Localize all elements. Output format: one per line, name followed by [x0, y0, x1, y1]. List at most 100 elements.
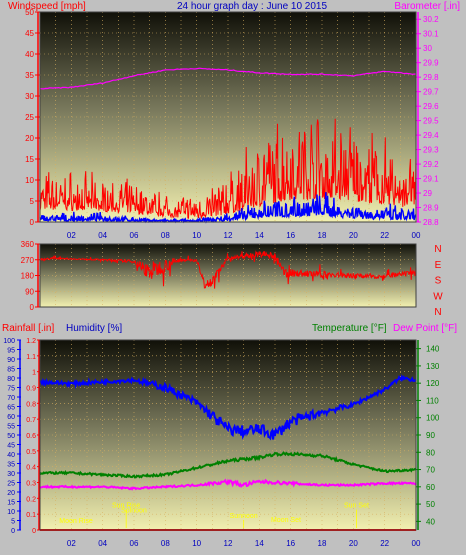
direction-degree-tick-label: 0: [30, 303, 35, 312]
wind-speed-tick-label: 0: [30, 218, 35, 227]
wind-speed-tick-label: 40: [25, 50, 34, 59]
wind-speed-tick-label: 5: [30, 197, 35, 206]
humidity-tick-label: 20: [7, 490, 15, 497]
time-tick-label: 08: [161, 231, 170, 240]
windspeed-line: [39, 118, 417, 220]
wind-speed-tick-label: 25: [25, 113, 34, 122]
barometer-tick-label: 30: [423, 44, 432, 53]
time-tick-label: 14: [255, 231, 264, 240]
barometer-tick-label: 29.3: [423, 146, 439, 155]
temperature-line: [39, 451, 417, 479]
humidity-tick-label: 55: [7, 424, 15, 431]
time-tick-label: 16: [286, 539, 295, 548]
astro-label: Sunnoon: [230, 513, 258, 520]
barometer-tick-label: 29.8: [423, 73, 439, 82]
barometer-axis-title: Barometer [.in]: [394, 1, 460, 12]
temperature-tick-label: 70: [426, 466, 435, 475]
humidity-tick-label: 95: [7, 348, 15, 355]
time-tick-label: 22: [380, 231, 389, 240]
rainfall-tick-label: 0.4: [26, 465, 36, 472]
barometer-tick-label: 28.9: [423, 204, 439, 213]
compass-tick-label: S: [435, 276, 442, 287]
time-tick-label: 06: [130, 539, 139, 548]
humidity-tick-label: 70: [7, 395, 15, 402]
time-tick-label: 04: [98, 231, 107, 240]
time-tick-label: 14: [255, 539, 264, 548]
humidity-tick-label: 75: [7, 386, 15, 393]
wind-speed-tick-label: 20: [25, 134, 34, 143]
direction-degree-tick-label: 90: [25, 287, 34, 296]
temperature-tick-label: 50: [426, 500, 435, 509]
temperature-tick-label: 90: [426, 431, 435, 440]
temperature-tick-label: 80: [426, 448, 435, 457]
barometer-tick-label: 28.8: [423, 218, 439, 227]
rainfall-tick-label: 0.6: [26, 433, 36, 440]
time-tick-label: 00: [412, 539, 421, 548]
barometer-tick-label: 29.2: [423, 160, 439, 169]
direction-series: [39, 250, 417, 289]
time-tick-label: 16: [286, 231, 295, 240]
compass-tick-label: E: [435, 260, 442, 271]
barometer-tick-label: 29.7: [423, 88, 439, 97]
gust-line: [39, 192, 417, 224]
temperature-tick-label: 40: [426, 517, 435, 526]
time-tick-label: 20: [349, 231, 358, 240]
astro-label: Moon Set: [271, 517, 301, 524]
temperature-tick-label: 140: [426, 345, 440, 354]
time-tick-label: 22: [380, 539, 389, 548]
direction-degree-tick-label: 180: [21, 272, 35, 281]
humidity-axis-title: Humidity [%]: [66, 323, 122, 334]
climate-panel-time-axis: 02 04 06 08 10 12 14 16 18 20 22 00: [67, 539, 421, 548]
barometer-tick-label: 30.2: [423, 15, 439, 24]
astro-label: Sun Set: [344, 503, 369, 510]
humidity-tick-label: 30: [7, 471, 15, 478]
time-tick-label: 08: [161, 539, 170, 548]
rainfall-axis-title: Rainfall [.in]: [2, 323, 54, 334]
rainfall-tick-label: 0.3: [26, 481, 36, 488]
time-tick-label: 20: [349, 539, 358, 548]
barometer-tick-label: 30.1: [423, 30, 439, 39]
barometer-axis: 28.8 28.9 29 29.1 29.2 29.3 29.4 29.5 29.6 29.7 29…: [416, 12, 439, 227]
time-tick-label: 00: [412, 231, 421, 240]
humidity-axis: 0 5 10 15 20 25 30 35 40 45 50 55 60 65 70 75 80 85 90 95 10…: [3, 338, 21, 535]
wind-speed-axis: 0 5 10 15 20 25 30 35 40 45 50: [25, 8, 40, 227]
temperature-axis: 40 50 60 70 80 90 100 110 120 130 140: [416, 340, 440, 530]
barometer-tick-label: 29.4: [423, 131, 439, 140]
astro-label: Sun Rise: [112, 503, 141, 510]
time-tick-label: 06: [130, 231, 139, 240]
astro-label: Moon Rise: [59, 518, 93, 525]
compass-tick-label: N: [434, 244, 441, 255]
time-tick-label: 18: [318, 231, 327, 240]
temperature-tick-label: 120: [426, 379, 440, 388]
humidity-tick-label: 60: [7, 414, 15, 421]
rainfall-tick-label: 1.1: [26, 354, 36, 361]
time-tick-label: 02: [67, 231, 76, 240]
temperature-axis-title: Temperature [°F]: [312, 323, 387, 334]
compass-tick-label: N: [434, 307, 441, 318]
humidity-tick-label: 35: [7, 462, 15, 469]
wind-panel-grid: [40, 12, 416, 222]
windspeed-axis-title: Windspeed [mph]: [8, 1, 86, 12]
wind-panel-time-axis: 02 04 06 08 10 12 14 16 18 20 22 00: [67, 231, 421, 240]
temperature-tick-label: 60: [426, 483, 435, 492]
dewpoint-line: [39, 478, 417, 491]
time-tick-label: 04: [98, 539, 107, 548]
rainfall-tick-label: 0: [32, 528, 36, 535]
astro-label: Solnoon: [121, 508, 147, 515]
time-tick-label: 12: [224, 539, 233, 548]
rainfall-axis: 0 0.1 0.2 0.3 0.4 0.5 0.6 0.7 0.8 0.9 1 1.1 1.2: [26, 338, 40, 535]
rainfall-tick-label: 0.2: [26, 496, 36, 503]
dewpoint-axis-title: Dew Point [°F]: [393, 323, 457, 334]
rainfall-tick-label: 0.7: [26, 417, 36, 424]
barometer-tick-label: 29.9: [423, 59, 439, 68]
humidity-tick-label: 100: [3, 338, 15, 345]
temperature-tick-label: 130: [426, 362, 440, 371]
compass-tick-label: W: [433, 291, 443, 302]
humidity-tick-label: 5: [11, 519, 15, 526]
barometer-tick-label: 29.5: [423, 117, 439, 126]
wind-speed-tick-label: 45: [25, 29, 34, 38]
barometer-tick-label: 29.1: [423, 175, 439, 184]
time-tick-label: 02: [67, 539, 76, 548]
